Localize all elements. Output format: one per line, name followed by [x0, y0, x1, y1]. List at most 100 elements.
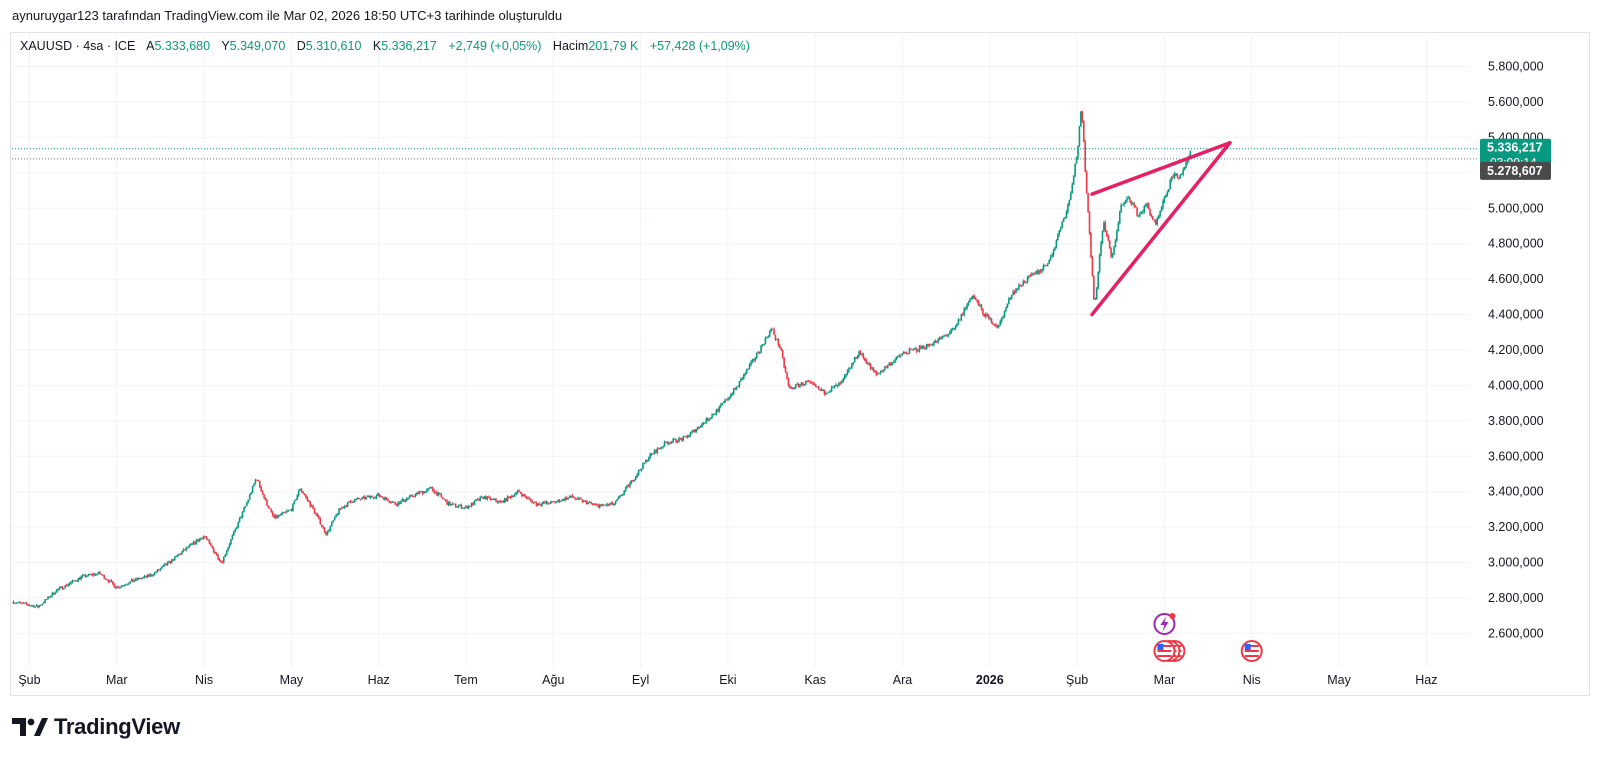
- candle: [271, 510, 274, 517]
- candle: [623, 490, 626, 496]
- candle: [1107, 234, 1110, 242]
- candle: [395, 503, 398, 507]
- candle-body: [182, 549, 185, 552]
- candle: [928, 343, 931, 348]
- candle: [336, 512, 339, 516]
- x-tick-label: 2026: [976, 673, 1004, 687]
- candle: [1152, 216, 1154, 221]
- candle: [369, 495, 372, 500]
- candle-body: [52, 592, 55, 594]
- candle: [1044, 264, 1046, 267]
- candle-body: [1029, 275, 1032, 277]
- candle-body: [931, 344, 934, 346]
- candle: [415, 492, 418, 496]
- tradingview-logo[interactable]: TradingView: [12, 714, 180, 740]
- candle-body: [1126, 198, 1128, 201]
- candle: [845, 373, 847, 378]
- snapshot-caption: aynuruygar123 tarafından TradingView.com…: [12, 8, 563, 23]
- candle-body: [1118, 211, 1121, 224]
- candle: [446, 499, 448, 506]
- candle: [132, 578, 134, 583]
- candle: [859, 350, 862, 355]
- candle: [65, 583, 68, 587]
- candle: [567, 497, 569, 500]
- candle-body: [162, 565, 165, 567]
- candle-body: [985, 314, 987, 317]
- candle-body: [1068, 199, 1071, 205]
- candle: [924, 346, 927, 350]
- candle-body: [110, 580, 113, 582]
- candle-body: [815, 385, 817, 387]
- candle: [310, 504, 313, 508]
- candle-body: [169, 561, 172, 563]
- candle: [27, 603, 29, 607]
- candle: [197, 538, 199, 542]
- candle: [217, 553, 219, 561]
- candle: [611, 501, 614, 505]
- candle: [60, 585, 62, 589]
- candle: [12, 600, 15, 604]
- candle: [875, 370, 878, 377]
- candle-body: [459, 504, 461, 506]
- candle: [708, 418, 711, 422]
- candle: [172, 558, 175, 562]
- candle-body: [129, 581, 131, 584]
- candle: [881, 369, 883, 373]
- candle-body: [989, 318, 991, 320]
- candle: [204, 535, 206, 538]
- candle-body: [565, 497, 568, 500]
- candle-body: [760, 345, 762, 352]
- candle-body: [717, 409, 719, 412]
- candle: [1006, 303, 1009, 309]
- candle-body: [91, 574, 94, 576]
- candle: [29, 605, 32, 607]
- candle: [168, 560, 170, 564]
- candle: [714, 413, 716, 416]
- candle-body: [606, 503, 608, 506]
- candle: [799, 384, 801, 389]
- candle: [930, 343, 932, 346]
- candle-body: [665, 441, 667, 443]
- candle: [921, 345, 924, 350]
- candle-body: [758, 351, 761, 354]
- candle: [630, 480, 633, 485]
- candle-body: [320, 524, 323, 527]
- candle-body: [613, 503, 615, 505]
- candle-body: [959, 319, 961, 321]
- candle: [1182, 167, 1184, 177]
- candle-body: [178, 554, 180, 556]
- candle: [827, 391, 830, 394]
- candle-body: [1154, 220, 1157, 225]
- candle: [574, 497, 577, 501]
- candle: [1162, 199, 1164, 210]
- candle: [665, 441, 667, 443]
- candle-body: [326, 531, 329, 536]
- candle: [447, 501, 450, 507]
- candle: [575, 498, 578, 501]
- candle: [55, 588, 58, 593]
- candle-body: [1179, 174, 1182, 178]
- candle-body: [840, 381, 843, 384]
- candle: [1116, 229, 1118, 242]
- candle-body: [845, 373, 847, 376]
- candle: [258, 480, 261, 489]
- candle-body: [1064, 216, 1066, 219]
- candle: [302, 490, 304, 494]
- candle-body: [512, 496, 515, 497]
- candle: [469, 505, 471, 507]
- candle-body: [937, 339, 940, 343]
- candle-body: [704, 422, 706, 424]
- candle: [1146, 202, 1148, 208]
- candle-body: [172, 559, 175, 561]
- candle: [629, 481, 631, 489]
- candle: [483, 495, 486, 500]
- candle: [580, 497, 582, 500]
- candle-body: [307, 500, 310, 502]
- candle-body: [1003, 310, 1006, 318]
- candle: [44, 598, 46, 604]
- candle: [1175, 172, 1177, 177]
- candle-body: [754, 357, 757, 361]
- candle-body: [1049, 256, 1052, 260]
- candle-body: [803, 384, 806, 385]
